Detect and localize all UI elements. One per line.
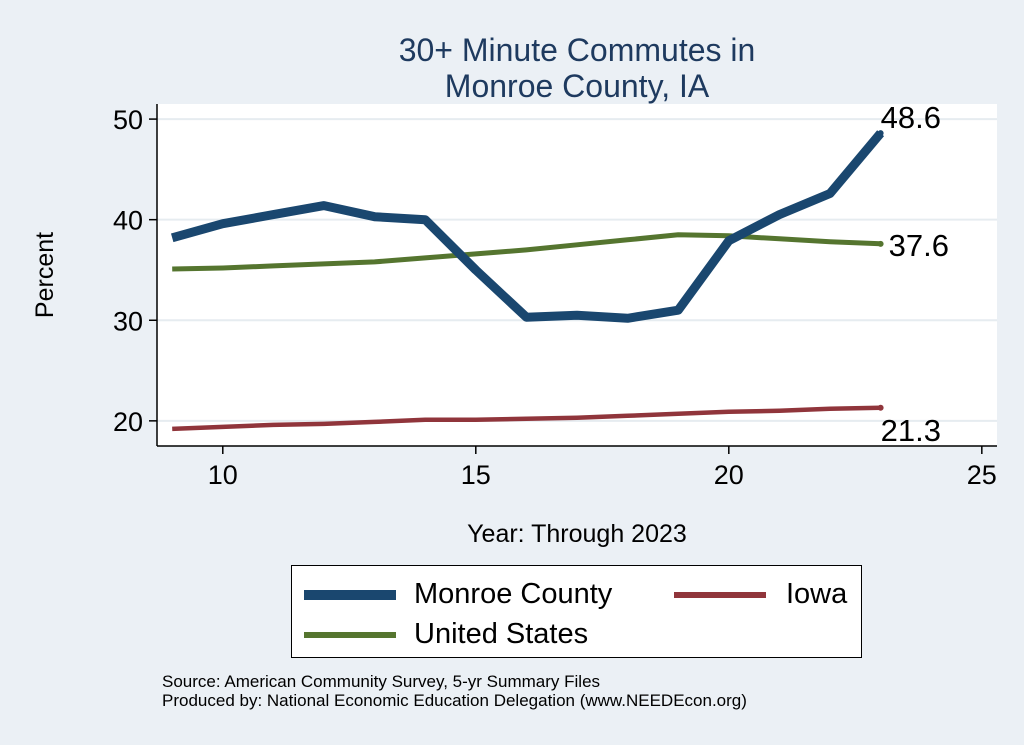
series-lines <box>170 130 885 432</box>
end-label-iowa: 21.3 <box>881 413 941 448</box>
x-tick-label-20: 20 <box>714 460 744 490</box>
legend-item-iowa: Iowa <box>674 578 847 611</box>
end-labels: 48.6 21.3 37.6 <box>877 100 949 448</box>
legend-label-monroe-county: Monroe County <box>414 578 613 610</box>
series-line-monroe-county <box>170 130 885 323</box>
x-axis-label: Year: Through 2023 <box>467 520 687 548</box>
y-tick-label-50: 50 <box>113 105 143 135</box>
end-marker-iowa <box>877 404 884 411</box>
x-tick-label-15: 15 <box>461 460 491 490</box>
end-marker-monroe-county <box>877 130 884 137</box>
chart-title-line-1: 30+ Minute Commutes in <box>399 32 756 68</box>
plot-area <box>157 104 997 446</box>
series-line-united-states <box>172 232 881 272</box>
legend-swatch-monroe-county <box>304 589 396 600</box>
legend-item-united-states: United States <box>304 618 588 651</box>
series-line-iowa <box>172 405 881 432</box>
footer-source: Source: American Community Survey, 5-yr … <box>162 672 601 691</box>
legend-swatch-united-states <box>304 631 396 638</box>
legend-swatch-iowa <box>674 591 766 598</box>
x-tick-label-10: 10 <box>208 460 238 490</box>
y-tick-label-20: 20 <box>113 407 143 437</box>
end-label-united-states: 37.6 <box>889 228 949 263</box>
axes: 20 30 40 50 10 15 20 25 <box>113 104 997 490</box>
chart-title-line-2: Monroe County, IA <box>445 68 710 104</box>
end-label-monroe-county: 48.6 <box>881 100 941 135</box>
y-tick-label-40: 40 <box>113 206 143 236</box>
footer: Source: American Community Survey, 5-yr … <box>162 672 747 710</box>
footer-producer: Produced by: National Economic Education… <box>162 691 747 710</box>
y-axis-label: Percent <box>31 232 59 318</box>
end-marker-united-states <box>877 240 884 247</box>
x-tick-label-25: 25 <box>967 460 997 490</box>
legend-label-united-states: United States <box>414 618 589 650</box>
y-tick-label-30: 30 <box>113 306 143 336</box>
legend-item-monroe-county: Monroe County <box>304 578 612 611</box>
legend: Monroe County Iowa United States <box>291 565 862 658</box>
grid-lines <box>157 118 997 422</box>
legend-label-iowa: Iowa <box>786 578 848 610</box>
